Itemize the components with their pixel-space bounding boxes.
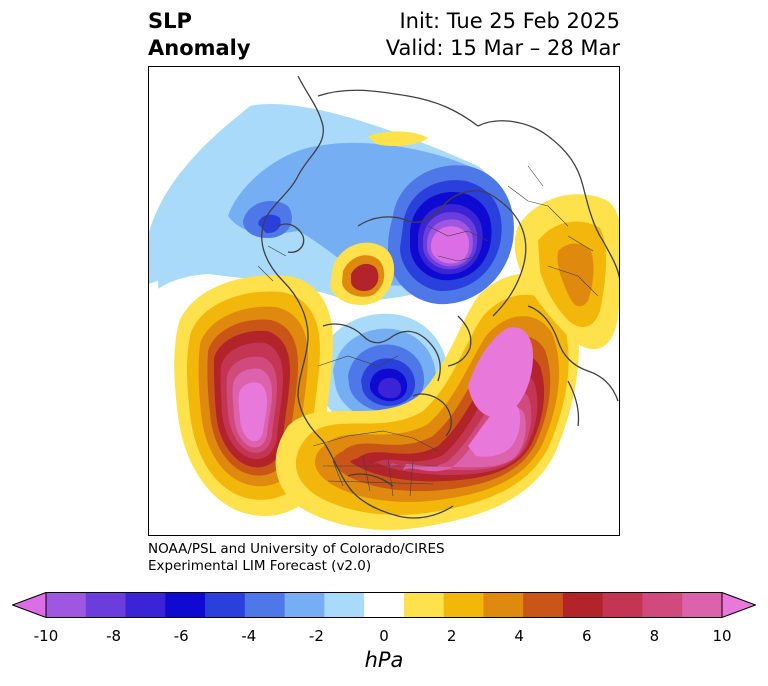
- colorbar-bin: [443, 592, 484, 618]
- colorbar-extend-high: [721, 592, 756, 618]
- colorbar-bin: [364, 592, 405, 618]
- colorbar-tick-label: 6: [582, 627, 592, 645]
- colorbar: [12, 592, 756, 618]
- colorbar-bin: [165, 592, 206, 618]
- colorbar-bin: [205, 592, 246, 618]
- colorbar-frame: [45, 592, 723, 618]
- colorbar-extend-low: [12, 592, 47, 618]
- title-variable-line2: Anomaly: [148, 36, 251, 60]
- colorbar-bin: [642, 592, 683, 618]
- colorbar-tick-label: -6: [173, 627, 189, 645]
- colorbar-tick-label: -10: [33, 627, 59, 645]
- political-borders: [257, 165, 599, 497]
- forecast-dates: Init: Tue 25 Feb 2025 Valid: 15 Mar – 28…: [386, 8, 620, 62]
- colorbar-tick-label: -2: [308, 627, 324, 645]
- colorbar-tick-label: -8: [106, 627, 122, 645]
- credit-line2: Experimental LIM Forecast (v2.0): [148, 558, 372, 574]
- colorbar-bin: [523, 592, 564, 618]
- colorbar-bin: [324, 592, 365, 618]
- anomaly-map: [148, 66, 620, 536]
- colorbar-tick-label: -4: [241, 627, 257, 645]
- valid-date: Valid: 15 Mar – 28 Mar: [385, 36, 620, 60]
- title-variable-line1: SLP: [148, 9, 192, 33]
- coastlines: [261, 75, 620, 519]
- colorbar-tick-label: 4: [514, 627, 524, 645]
- colorbar-bin: [85, 592, 127, 618]
- colorbar-bin: [682, 592, 723, 618]
- colorbar-bin: [125, 592, 166, 618]
- map-title: SLP Anomaly: [148, 8, 251, 62]
- colorbar-bin: [602, 592, 643, 618]
- colorbar-bin: [483, 592, 524, 618]
- colorbar-bin: [46, 592, 87, 618]
- colorbar-tick-label: 10: [712, 627, 732, 645]
- colorbar-tick-label: 2: [446, 627, 457, 645]
- credit-line1: NOAA/PSL and University of Colorado/CIRE…: [148, 541, 445, 557]
- colorbar-bin: [284, 592, 325, 618]
- colorbar-bin: [403, 592, 445, 618]
- colorbar-bin: [244, 592, 286, 618]
- credit-text: NOAA/PSL and University of Colorado/CIRE…: [148, 541, 445, 575]
- colorbar-bin: [562, 592, 604, 618]
- colorbar-tick-label: 8: [649, 627, 660, 645]
- init-date: Init: Tue 25 Feb 2025: [399, 9, 620, 33]
- colorbar-tick-label: 0: [379, 627, 389, 645]
- colorbar-unit: hPa: [364, 648, 404, 672]
